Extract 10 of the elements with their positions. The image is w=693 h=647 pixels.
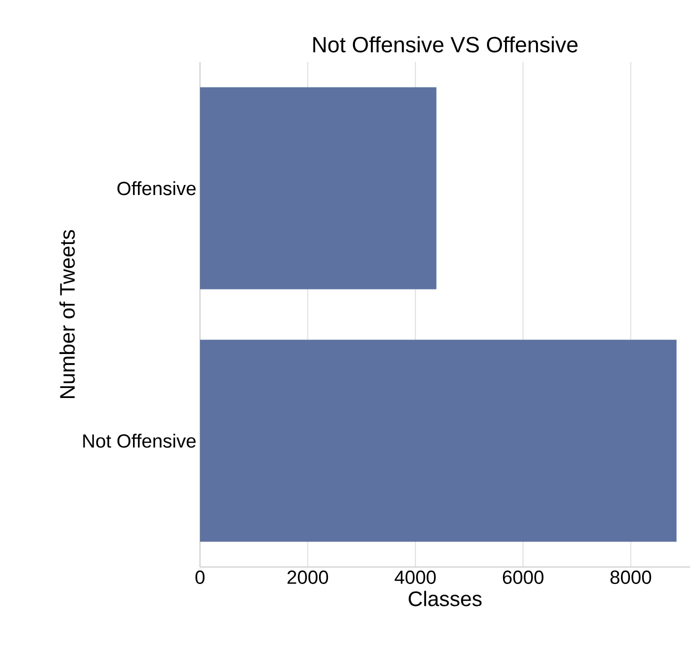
x-tick-label: 8000: [610, 570, 652, 584]
x-tick-label: 4000: [394, 570, 436, 584]
y-axis-title: Number of Tweets: [59, 230, 75, 398]
y-tick-label: Offensive: [117, 181, 196, 196]
x-axis-title: Classes: [408, 590, 482, 606]
x-tick-label: 6000: [502, 570, 544, 584]
x-tick-label: 0: [195, 570, 205, 584]
chart-title: Not Offensive VS Offensive: [313, 36, 578, 52]
y-tick-label: Not Offensive: [83, 434, 196, 448]
x-tick-label: 2000: [288, 570, 328, 584]
